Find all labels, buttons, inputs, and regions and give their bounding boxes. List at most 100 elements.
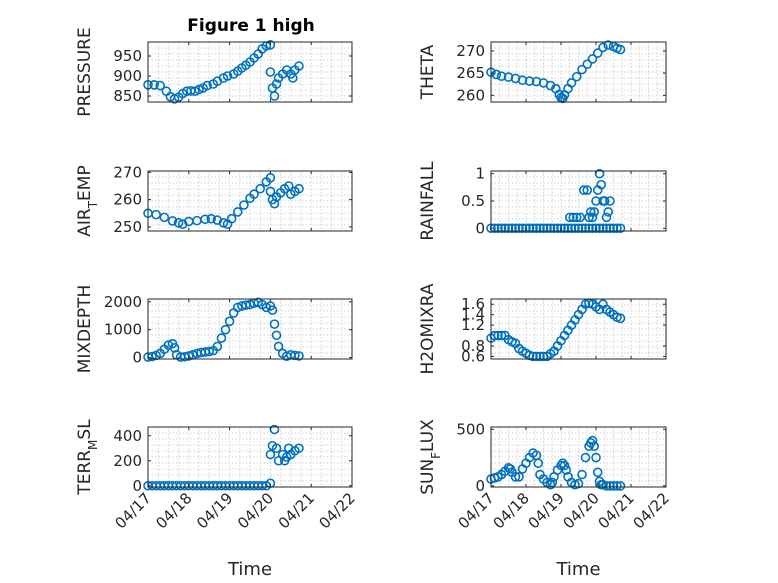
data-point [563,223,573,234]
data-point [265,67,276,77]
subplot-6: 0.60.8 1.21.41.6 H2OMIXRA [418,283,667,375]
data-point [545,479,556,490]
data-point [582,185,593,195]
data-point [587,435,598,446]
data-point [564,212,575,223]
data-point [615,44,626,55]
data-point [255,183,266,194]
data-point [249,189,259,199]
axes-box [147,426,353,488]
axes-box [490,41,667,103]
data-point [212,341,223,352]
data-point [265,449,276,460]
data-point [603,40,614,50]
data-point [493,330,503,341]
x-tick-label: 04/17 [455,489,498,532]
data-point [533,458,544,469]
y-tick-label: 850 [113,87,142,105]
data-point [503,72,514,82]
data-point [151,209,161,220]
data-point [269,319,280,329]
x-tick-label: 04/17 [112,489,155,532]
data-point [556,223,566,234]
y-tick-label: 260 [456,86,485,104]
subplot-2: 260 265 270 THETA [418,40,667,104]
data-point [584,212,594,223]
x-tick-label: 04/20 [234,489,277,532]
y-tick-label: 2000 [104,293,142,311]
data-point [612,223,622,234]
data-point [202,80,212,91]
y-tick-label: 0.8 [461,337,485,355]
data-point [599,196,610,206]
data-point [577,223,587,234]
data-point [577,64,587,75]
y-tick-label: 1000 [104,321,142,339]
y-tick-label: 1.6 [461,295,485,313]
data-point [294,183,304,194]
x-tick-label: 04/18 [490,489,533,532]
data-point [531,76,542,87]
y-tick-label: 0 [475,219,485,237]
data-point [224,316,235,327]
data-point [535,223,545,234]
data-point [496,330,507,341]
data-point [206,213,217,224]
y-axis-label: SUNFLUX [418,419,443,495]
data-point [257,480,268,491]
data-point [149,80,159,90]
subplot-3: 250 260 270 AIRTEMP [75,163,353,237]
data-point [577,469,587,480]
data-point [587,212,598,223]
data-point [570,223,580,234]
subplot-5: 0 1000 2000 MIXDEPTH [75,285,353,373]
y-tick-label: 1 [475,165,485,183]
data-point [598,223,608,234]
data-point [580,452,591,463]
data-point [496,223,507,234]
data-point [549,223,559,234]
x-tick-label: 04/22 [316,489,359,532]
data-point [578,185,589,195]
data-point [267,305,278,315]
data-point [608,223,619,234]
data-point [510,223,521,234]
data-point [500,223,510,234]
data-point [192,215,202,226]
data-point [587,54,598,64]
data-point [491,69,502,80]
data-point [589,207,600,217]
x-axis-label: Time [227,559,272,580]
data-point [573,478,584,489]
data-point [228,308,239,318]
data-point [547,477,558,488]
y-tick-label: 260 [113,191,142,209]
y-tick-label: 0 [475,477,485,495]
y-tick-label: 1.4 [461,306,485,324]
data-point [603,207,614,217]
data-point [531,351,542,362]
data-point [605,196,615,206]
data-point [608,481,619,491]
data-point [538,223,549,234]
subplot-grid: 850 900 950 PRESSURE 260 265 270 THETA 250 260 270… [75,27,673,580]
data-point [589,441,600,452]
data-point [273,341,284,352]
y-tick-label: 0 [132,477,142,495]
data-point [571,212,582,223]
y-tick-label: 270 [113,163,142,181]
data-point [239,200,249,210]
y-axis-label: H2OMIXRA [418,283,438,374]
data-point [507,223,517,234]
data-point [591,452,601,463]
data-point [514,472,524,482]
data-point [615,223,626,234]
data-point [271,79,282,89]
data-point [510,472,521,482]
data-point [601,481,612,491]
axes-box [490,298,667,360]
data-point [582,59,593,70]
y-tick-label: 250 [113,218,142,236]
